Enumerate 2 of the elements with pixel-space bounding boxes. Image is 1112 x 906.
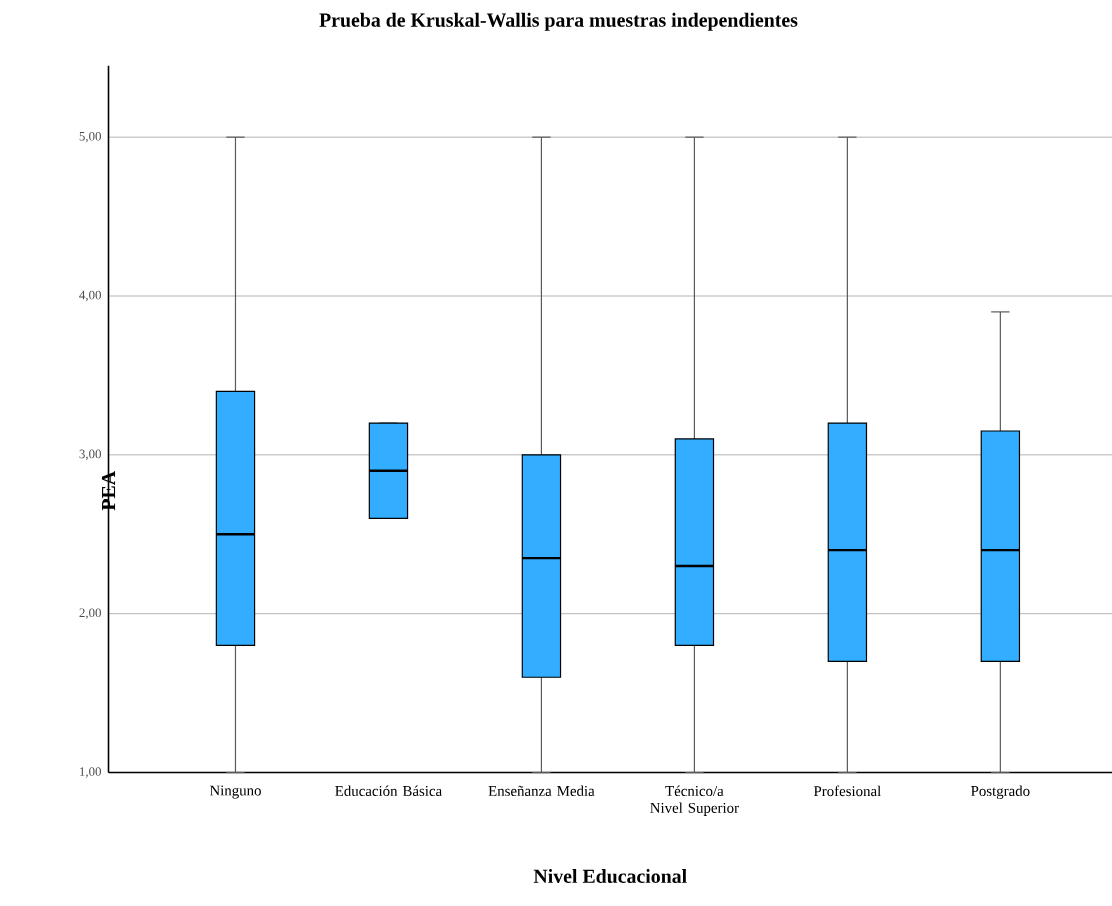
x-axis-title: Nivel Educacional — [533, 869, 687, 884]
chart-title: Prueba de Kruskal-Wallis para muestras independientes — [319, 12, 798, 31]
